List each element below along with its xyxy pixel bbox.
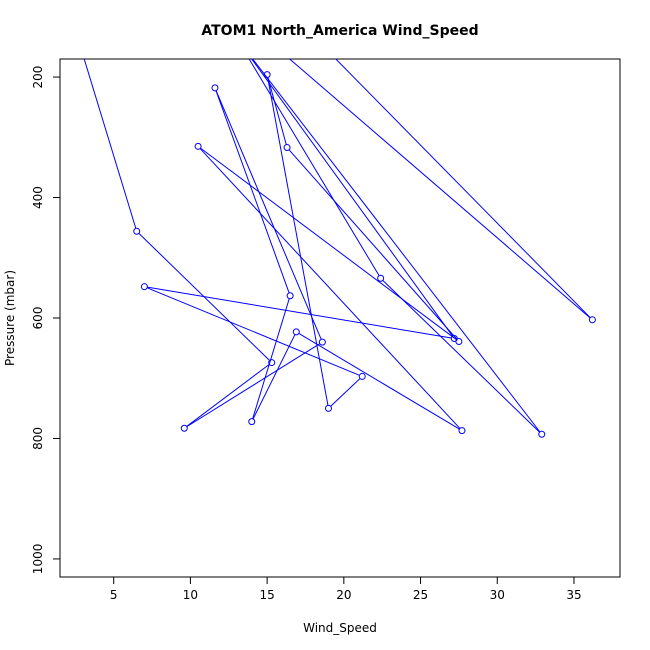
- data-point: [194, 142, 202, 150]
- data-point: [286, 292, 294, 300]
- series-segment: [252, 59, 541, 433]
- series-segment: [335, 59, 591, 319]
- x-tick-label: 20: [336, 588, 351, 602]
- series-segment: [248, 59, 380, 276]
- series-segment: [267, 77, 287, 145]
- series-segment: [186, 363, 270, 427]
- series-segment: [186, 343, 321, 428]
- x-tick-label: 5: [110, 588, 118, 602]
- data-point: [292, 328, 300, 336]
- data-point: [538, 430, 546, 438]
- data-point: [318, 338, 326, 346]
- x-tick-label: 15: [259, 588, 274, 602]
- data-point: [283, 144, 291, 152]
- series-segment: [298, 332, 460, 430]
- x-axis: 5 10 15 20 25 30 35: [110, 577, 582, 602]
- data-point: [358, 372, 366, 380]
- data-point: [458, 427, 466, 435]
- data-point: [588, 316, 596, 324]
- series-segment: [252, 334, 296, 420]
- series-segment: [215, 90, 290, 294]
- y-tick-label: 200: [31, 66, 45, 89]
- series-segment: [330, 378, 361, 407]
- series-segment: [288, 59, 591, 319]
- series-segment: [215, 90, 322, 340]
- data-point: [180, 424, 188, 432]
- series-segment: [83, 59, 137, 229]
- y-axis-label: Pressure (mbar): [3, 270, 17, 366]
- series-segment: [252, 298, 290, 419]
- series-segment: [288, 149, 458, 340]
- series-segment: [382, 279, 540, 433]
- x-axis-label: Wind_Speed: [303, 621, 377, 635]
- y-axis: 200 400 600 800 1000: [31, 66, 60, 575]
- x-tick-label: 25: [413, 588, 428, 602]
- series-segment: [200, 147, 457, 341]
- data-point: [263, 71, 271, 79]
- data-point: [268, 359, 276, 367]
- chart-title: ATOM1 North_America Wind_Speed: [201, 23, 478, 39]
- y-tick-label: 800: [31, 427, 45, 450]
- series-segment: [267, 77, 329, 406]
- data-point: [450, 334, 458, 342]
- data-point: [211, 84, 219, 92]
- data-point: [248, 418, 256, 426]
- data-point: [324, 404, 332, 412]
- series-segment: [147, 286, 452, 339]
- y-tick-label: 600: [31, 307, 45, 330]
- series-segment: [199, 148, 461, 429]
- data-point: [133, 227, 141, 235]
- series-segment: [251, 59, 453, 337]
- x-tick-label: 30: [490, 588, 505, 602]
- data-point: [140, 283, 148, 291]
- series-segment: [146, 287, 360, 376]
- plot-area: [83, 59, 596, 438]
- plot-frame: [59, 58, 621, 578]
- x-tick-label: 10: [183, 588, 198, 602]
- y-tick-label: 1000: [31, 544, 45, 575]
- data-point: [377, 274, 385, 282]
- x-tick-label: 35: [566, 588, 581, 602]
- y-tick-label: 400: [31, 186, 45, 209]
